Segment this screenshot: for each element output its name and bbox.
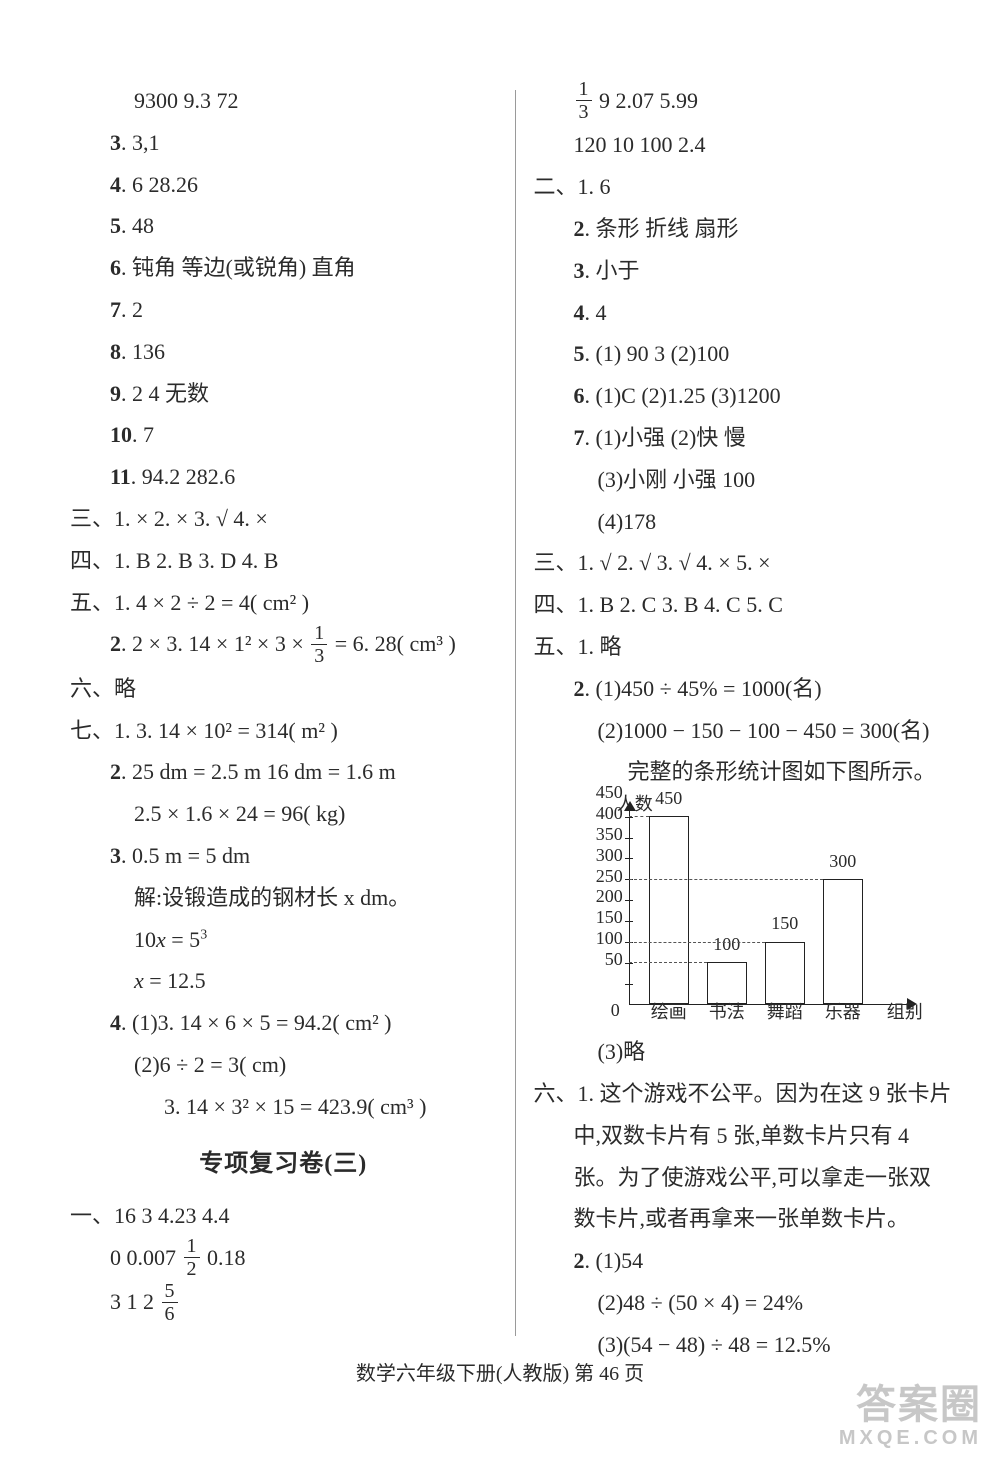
y-tick (625, 858, 633, 859)
text: 8. 136 (70, 331, 497, 373)
guideline (629, 942, 765, 943)
text: 10x = 53 (70, 919, 497, 961)
text: 三、1. × 2. × 3. √ 4. × (70, 498, 497, 540)
text: 2. (1)54 (534, 1240, 961, 1282)
fraction: 56 (162, 1281, 178, 1324)
text: 3. 0.5 m = 5 dm (70, 835, 497, 877)
text: 四、1. B 2. C 3. B 4. C 5. C (534, 584, 961, 626)
text: 3. 14 × 3² × 15 = 423.9( cm³ ) (70, 1086, 497, 1128)
text: 2. 条形 折线 扇形 (534, 208, 961, 250)
x-axis-title: 组别 (887, 995, 923, 1029)
y-tick (625, 984, 633, 985)
category-label: 绘画 (639, 995, 699, 1029)
text: 4. (1)3. 14 × 6 × 5 = 94.2( cm² ) (70, 1002, 497, 1044)
text: 7. 2 (70, 289, 497, 331)
arrow-icon (624, 801, 636, 811)
text: 六、略 (70, 668, 497, 710)
category-label: 舞蹈 (755, 995, 815, 1029)
text: 三、1. √ 2. √ 3. √ 4. × 5. × (534, 542, 961, 584)
text: 0 0.007 12 0.18 (70, 1237, 497, 1281)
text: 10. 7 (70, 414, 497, 456)
text: 5. (1) 90 3 (2)100 (534, 333, 961, 375)
section-title: 专项复习卷(三) (70, 1142, 497, 1188)
column-divider (515, 90, 516, 1336)
text: 6. 钝角 等边(或锐角) 直角 (70, 247, 497, 289)
text: 9. 2 4 无数 (70, 373, 497, 415)
text: x = 12.5 (70, 960, 497, 1002)
text: 六、1. 这个游戏不公平。因为在这 9 张卡片 (534, 1073, 961, 1115)
text: 120 10 100 2.4 (534, 124, 961, 166)
text: 解:设锻造成的钢材长 x dm。 (70, 877, 497, 919)
text: 5. 48 (70, 205, 497, 247)
text: 3. 3,1 (70, 122, 497, 164)
page: 9300 9.3 72 3. 3,1 4. 6 28.26 5. 48 6. 钝… (0, 0, 1000, 1386)
text: 2. 2 × 3. 14 × 1² × 3 × 13 = 6. 28( cm³ … (70, 623, 497, 667)
bar-chart: 人数 0 组别 50100150200250300350400450450绘画1… (577, 799, 917, 1029)
text: 四、1. B 2. B 3. D 4. B (70, 540, 497, 582)
watermark: 答案圈 MXQE.COM (839, 1383, 982, 1449)
bar-value-label: 300 (813, 844, 873, 878)
y-tick (625, 921, 633, 922)
bar-value-label: 100 (697, 927, 757, 961)
text: (2)48 ÷ (50 × 4) = 24% (534, 1282, 961, 1324)
left-column: 9300 9.3 72 3. 3,1 4. 6 28.26 5. 48 6. 钝… (70, 80, 497, 1366)
watermark-title: 答案圈 (839, 1383, 982, 1427)
text: 4. 4 (534, 292, 961, 334)
text: 2. (1)450 ÷ 45% = 1000(名) (534, 668, 961, 710)
text: 7. (1)小强 (2)快 慢 (534, 417, 961, 459)
text: 二、1. 6 (534, 166, 961, 208)
watermark-url: MXQE.COM (839, 1427, 982, 1449)
fraction: 12 (184, 1236, 200, 1279)
text: 13 9 2.07 5.99 (534, 80, 961, 124)
text: 4. 6 28.26 (70, 164, 497, 206)
guideline (629, 879, 823, 880)
text: 七、1. 3. 14 × 10² = 314( m² ) (70, 710, 497, 752)
text: 3. 小于 (534, 250, 961, 292)
fraction: 13 (576, 79, 592, 122)
bar (649, 816, 689, 1004)
y-tick-label: 450 (596, 775, 623, 809)
text: 中,双数卡片有 5 张,单数卡片只有 4 (534, 1115, 961, 1157)
text: 一、16 3 4.23 4.4 (70, 1195, 497, 1237)
text: 数卡片,或者再拿来一张单数卡片。 (534, 1198, 961, 1240)
text: (2)6 ÷ 2 = 3( cm) (70, 1044, 497, 1086)
text: 3 1 2 56 (70, 1281, 497, 1325)
text: 9300 9.3 72 (70, 80, 497, 122)
bar (823, 879, 863, 1004)
text: 张。为了使游戏公平,可以拿走一张双 (534, 1157, 961, 1199)
text: (2)1000 − 150 − 100 − 450 = 300(名) (534, 710, 961, 752)
y-tick (625, 838, 633, 839)
guideline (629, 816, 649, 817)
right-column: 13 9 2.07 5.99 120 10 100 2.4 二、1. 6 2. … (534, 80, 961, 1366)
fraction: 13 (311, 623, 327, 666)
category-label: 书法 (697, 995, 757, 1029)
origin-label: 0 (611, 993, 620, 1027)
text: 11. 94.2 282.6 (70, 456, 497, 498)
bar-value-label: 450 (639, 781, 699, 815)
category-label: 乐器 (813, 995, 873, 1029)
text: 五、1. 略 (534, 626, 961, 668)
text: 2.5 × 1.6 × 24 = 96( kg) (70, 793, 497, 835)
guideline (629, 962, 707, 963)
text: 2. 25 dm = 2.5 m 16 dm = 1.6 m (70, 751, 497, 793)
bar-value-label: 150 (755, 906, 815, 940)
y-tick (625, 900, 633, 901)
text: (3)略 (534, 1031, 961, 1073)
text: 五、1. 4 × 2 ÷ 2 = 4( cm² ) (70, 582, 497, 624)
text: (4)178 (534, 501, 961, 543)
text: 6. (1)C (2)1.25 (3)1200 (534, 375, 961, 417)
text: (3)小刚 小强 100 (534, 459, 961, 501)
